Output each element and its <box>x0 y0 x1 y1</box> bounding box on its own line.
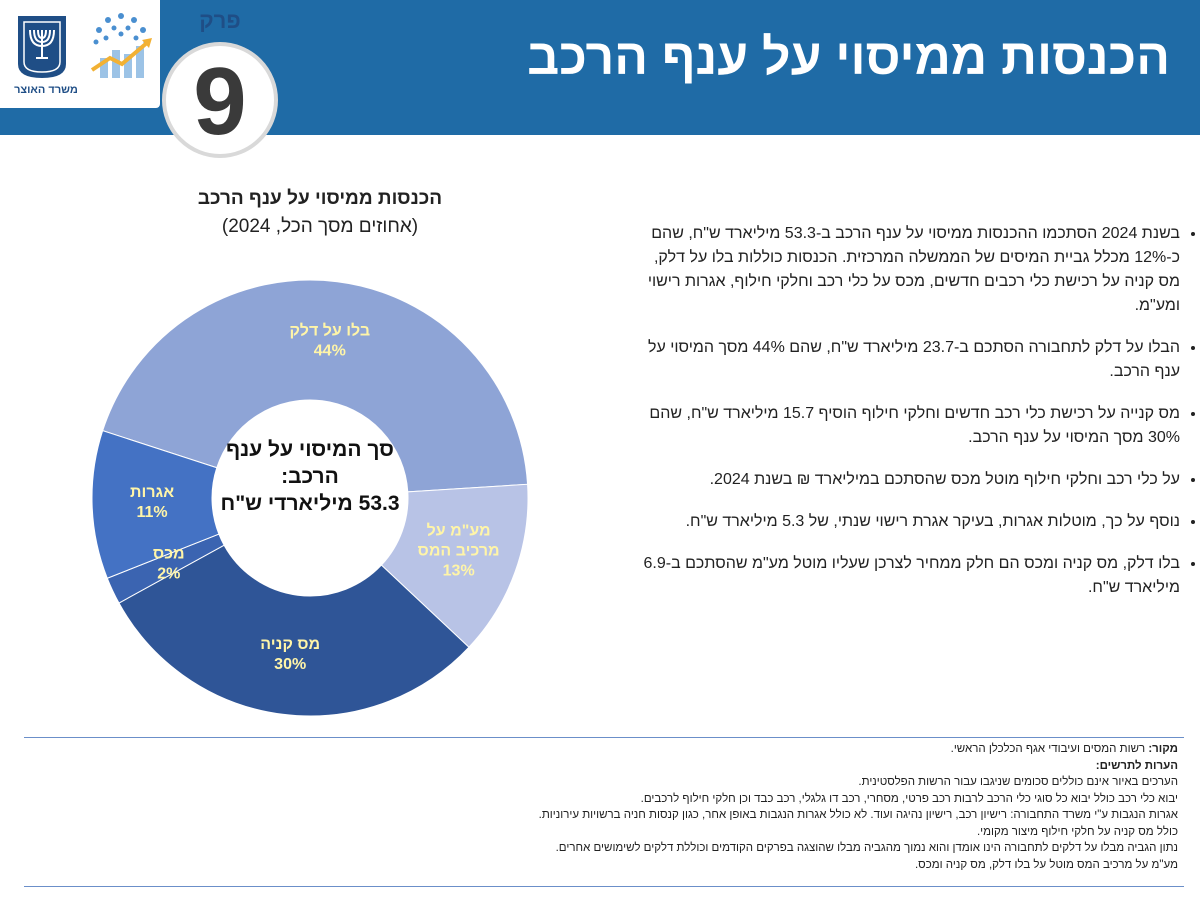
chapter-label: פרק <box>199 8 241 33</box>
bullet-item: הבלו על דלק לתחבורה הסתכם ב-23.7 מיליארד… <box>640 336 1180 384</box>
chart-subtitle: (אחוזים מסך הכל, 2024) <box>221 216 419 237</box>
donut-center-label: סך המיסוי על ענף הרכב: 53.3 מיליארדי ש"ח <box>206 436 414 517</box>
slice-value-label: 13% <box>443 563 475 580</box>
slice-category-label: בלו על דלק <box>290 321 371 339</box>
slice-category-label: מע"מ על <box>427 522 491 540</box>
page-title: הכנסות ממיסוי על ענף הרכב <box>527 29 1170 85</box>
slice-category-label: מס קניה <box>260 636 320 653</box>
slice-category-label: מרכיב המס <box>418 543 500 560</box>
donut-slice <box>380 483 529 648</box>
note-line: כולל מס קניה על חלקי חילוף מיצור מקומי. <box>976 825 1178 838</box>
note-line: מע"מ על מרכיב המס מוטל על בלו דלק, מס קנ… <box>914 858 1178 871</box>
slice-category-label: מכס <box>153 546 185 563</box>
note-line: הערכים באיור אינם כוללים סכומים שניגבו ע… <box>858 776 1178 788</box>
state-emblem-icon <box>18 16 66 78</box>
key-findings-list: בשנת 2024 הסתכמו ההכנסות ממיסוי על ענף ה… <box>640 222 1200 618</box>
bullet-item: בשנת 2024 הסתכמו ההכנסות ממיסוי על ענף ה… <box>640 222 1180 318</box>
center-label-total: 53.3 מיליארדי ש"ח <box>220 492 400 515</box>
ministry-name: משרד האוצר <box>14 84 78 96</box>
slice-value-label: 30% <box>274 656 306 673</box>
notes-heading: הערות לתרשים: <box>1095 759 1178 772</box>
bullet-item: בלו דלק, מס קניה ומכס הם חלק ממחיר לצרכן… <box>640 552 1180 600</box>
slice-value-label: 2% <box>157 566 180 583</box>
slice-value-label: 44% <box>314 342 346 359</box>
source-label: מקור: <box>1148 743 1178 755</box>
note-line: נתון הגביה מבלו על דלקים לתחבורה הינו או… <box>555 842 1178 854</box>
source-text: רשות המסים ועיבודי אגף הכלכלן הראשי. <box>950 743 1149 755</box>
note-line: אגרות הנגבות ע"י משרד התחבורה: רישיון רכ… <box>538 809 1178 821</box>
notes-section: מקור: רשות המסים ועיבודי אגף הכלכלן הראש… <box>28 741 1178 873</box>
logo-area: משרד האוצר <box>0 0 160 108</box>
notes-top-divider <box>24 737 1184 738</box>
source-line: מקור: רשות המסים ועיבודי אגף הכלכלן הראש… <box>28 741 1178 758</box>
chart-title: הכנסות ממיסוי על ענף הרכב <box>197 188 443 209</box>
note-line: יבוא כלי רכב כולל יבוא כל סוגי כלי הרכב … <box>640 792 1178 805</box>
donut-slice <box>118 544 470 717</box>
center-label-line: הרכב: <box>281 465 339 488</box>
growth-chart-logo-icon <box>90 13 152 78</box>
chapter-badge: 9 <box>162 42 278 158</box>
donut-chart: בלו על דלק 44% מע"מ על מרכיב המס 13% מס קניה 3… <box>91 279 529 717</box>
center-label-line: סך המיסוי על ענף <box>226 438 394 461</box>
slice-value-label: 11% <box>137 504 168 521</box>
slice-category-label: אגרות <box>130 484 174 501</box>
bullet-item: נוסף על כך, מוטלות אגרות, בעיקר אגרת ריש… <box>640 510 1180 534</box>
donut-slice <box>91 430 220 579</box>
bullet-item: על כלי רכב וחלקי חילוף מוטל מכס שהסתכם ב… <box>640 468 1180 492</box>
bullet-item: מס קנייה על רכישת כלי רכב חדשים וחלקי חי… <box>640 402 1180 450</box>
notes-bottom-divider <box>24 886 1184 887</box>
chapter-number: 9 <box>193 48 247 155</box>
donut-slice <box>102 279 529 493</box>
